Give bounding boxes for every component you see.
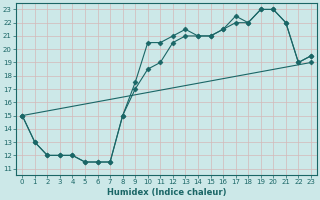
X-axis label: Humidex (Indice chaleur): Humidex (Indice chaleur) <box>107 188 226 197</box>
